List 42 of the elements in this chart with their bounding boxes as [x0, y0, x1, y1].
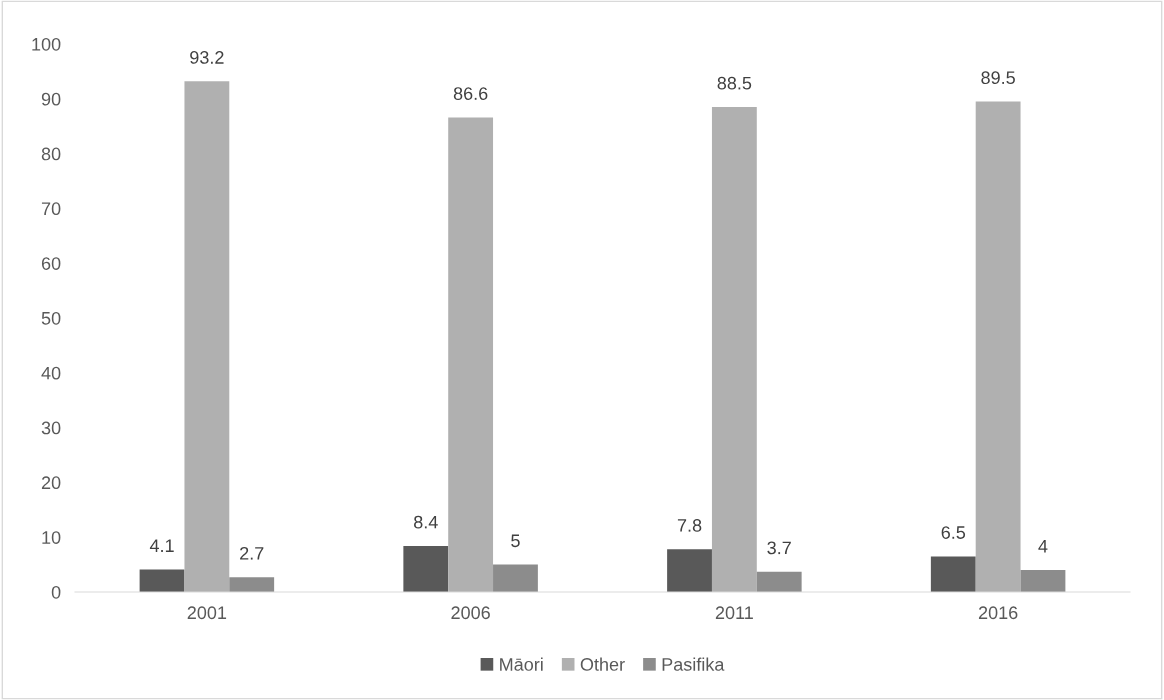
data-label: 3.7: [767, 541, 791, 555]
y-tick-label: 90: [41, 92, 61, 106]
bar: [139, 569, 185, 592]
data-label: 4.1: [149, 539, 174, 552]
data-label: 4: [1038, 540, 1048, 553]
legend-label: Māori: [500, 657, 543, 671]
bar: [667, 549, 712, 592]
bar: [975, 101, 1021, 592]
x-tick-label: 2011: [715, 606, 753, 620]
y-tick-label: 10: [42, 531, 61, 544]
legend-label: Pasifika: [662, 657, 725, 671]
bar: [448, 117, 494, 592]
bar: [711, 107, 757, 592]
bar: [1020, 570, 1066, 592]
data-label: 93.2: [190, 51, 224, 64]
y-tick-label: 50: [41, 311, 61, 325]
legend-label: Other: [580, 657, 625, 671]
x-tick-label: 2001: [187, 606, 227, 620]
data-label: 89.5: [981, 71, 1015, 85]
y-tick-label: 60: [41, 257, 61, 270]
y-tick-label: 100: [32, 37, 61, 51]
x-tick-label: 2006: [451, 606, 490, 620]
bar: [184, 81, 230, 592]
y-tick-label: 20: [41, 476, 61, 490]
data-label: 2.7: [240, 546, 264, 560]
bar: [403, 545, 449, 592]
data-label: 86.6: [453, 87, 488, 100]
y-tick-label: 40: [41, 366, 61, 380]
y-tick-label: 70: [41, 202, 61, 216]
data-label: 88.5: [717, 76, 752, 90]
y-tick-label: 30: [41, 421, 61, 435]
data-label: 7.8: [677, 519, 702, 532]
bar: [229, 577, 275, 592]
data-label: 6.5: [941, 526, 966, 539]
y-tick-label: 80: [41, 147, 61, 161]
y-tick-label: 0: [51, 585, 61, 599]
x-tick-label: 2016: [978, 606, 1018, 620]
data-label: 5: [511, 534, 520, 548]
bar: [930, 556, 976, 592]
bar: [756, 571, 802, 592]
data-label: 8.4: [414, 515, 438, 529]
bar: [493, 564, 538, 592]
